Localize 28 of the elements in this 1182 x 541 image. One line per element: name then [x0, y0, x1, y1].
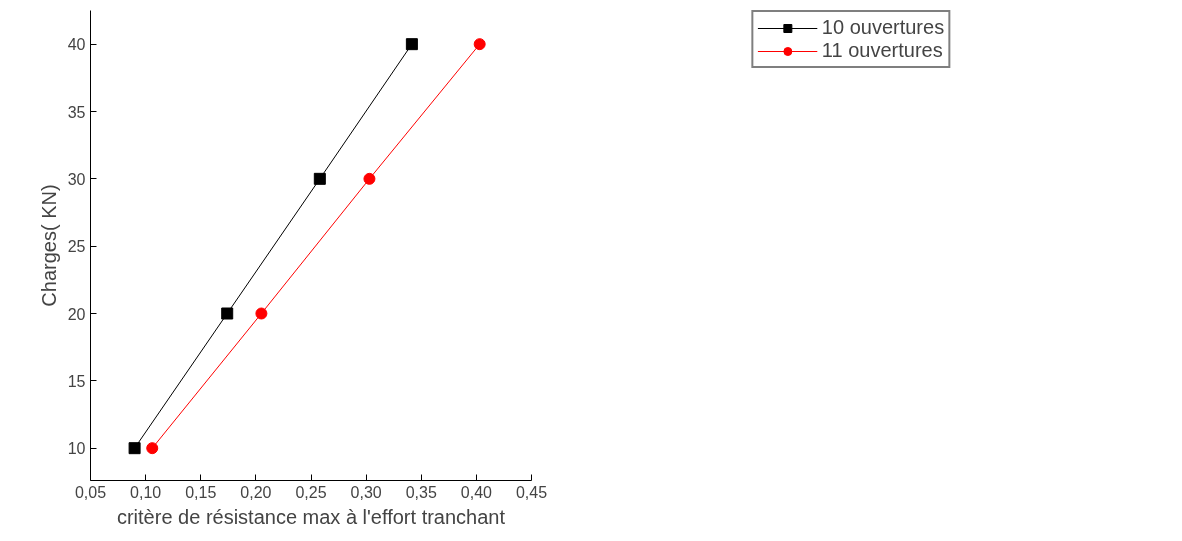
- y-tick-label: 40: [67, 36, 86, 54]
- x-tick-label: 0,30: [350, 483, 382, 501]
- point: [363, 172, 376, 185]
- point: [128, 442, 141, 455]
- y-tick-label: 25: [67, 238, 86, 256]
- x-tick-label: 0,45: [515, 483, 548, 501]
- y-tick-label: 10: [67, 440, 86, 458]
- y-tick-label: 20: [67, 305, 86, 323]
- point: [313, 172, 326, 185]
- point: [146, 442, 159, 455]
- point: [221, 307, 234, 320]
- x-tick-label: 0,40: [460, 483, 493, 501]
- x-tick-label: 0,15: [185, 483, 217, 501]
- legend-label: 11 ouvertures: [821, 39, 943, 62]
- y-tick-label: 30: [67, 170, 86, 188]
- x-tick-label: 0,35: [405, 483, 437, 501]
- x-tick-label: 0,10: [130, 483, 162, 501]
- x-tick-label: 0,20: [240, 483, 272, 501]
- point: [405, 38, 418, 51]
- y-tick-label: 15: [67, 372, 86, 390]
- x-tick-label: 0,25: [295, 483, 327, 501]
- point: [473, 38, 486, 51]
- legend-label: 10 ouvertures: [821, 16, 945, 39]
- y-axis-title: Charges( KN): [37, 184, 60, 307]
- x-tick-label: 0,05: [74, 483, 107, 501]
- point: [255, 307, 268, 320]
- y-tick-label: 35: [67, 103, 86, 121]
- x-axis-title: critère de résistance max à l'effort tranchant: [116, 505, 506, 528]
